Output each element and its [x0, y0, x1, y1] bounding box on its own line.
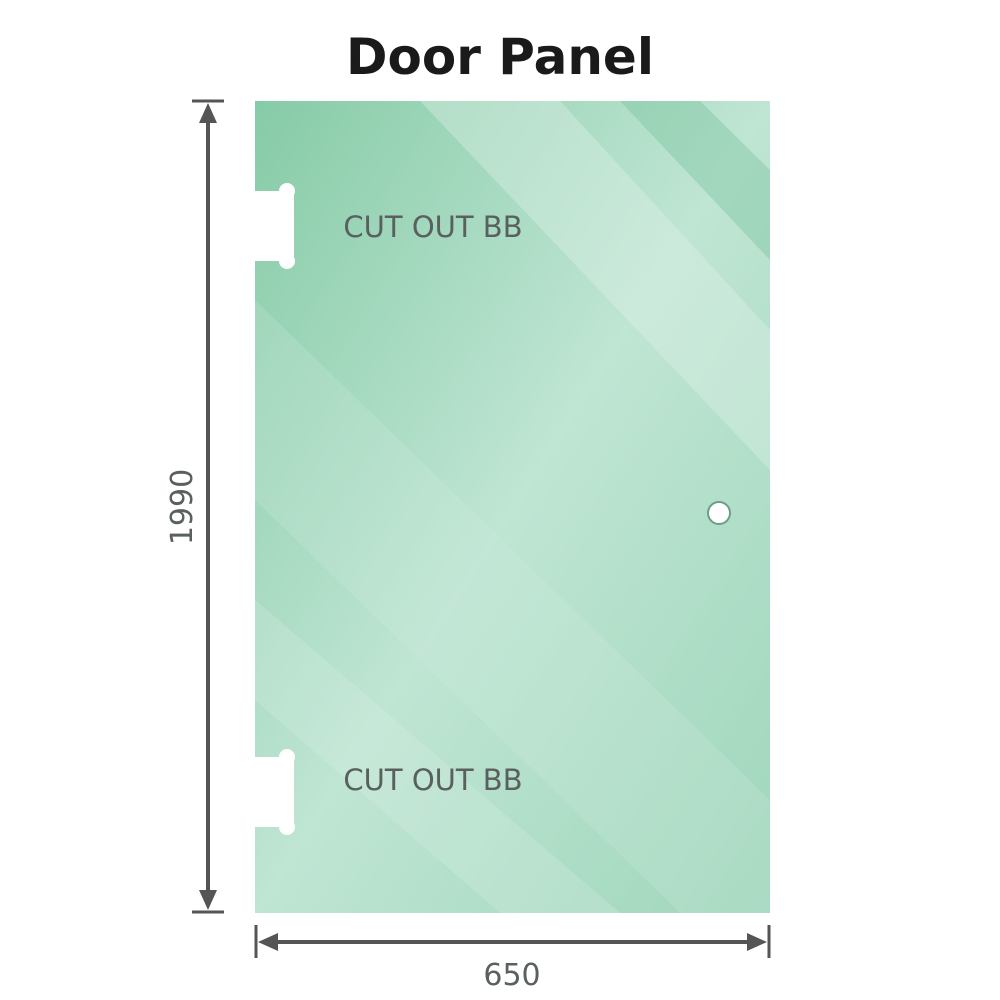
height-dimension-line: [192, 99, 224, 914]
height-dimension-label: 1990: [165, 469, 200, 545]
cutout-label-top: CUT OUT BB: [343, 210, 522, 244]
cutout-bottom: [250, 749, 295, 835]
width-dimension-label: 650: [483, 958, 540, 993]
width-dimension-line: [254, 925, 771, 958]
diagram-title: Door Panel: [346, 28, 654, 86]
cutout-top: [250, 183, 295, 269]
glass-panel: [255, 101, 770, 913]
handle-hole: [707, 501, 731, 525]
cutout-label-bottom: CUT OUT BB: [343, 763, 522, 797]
